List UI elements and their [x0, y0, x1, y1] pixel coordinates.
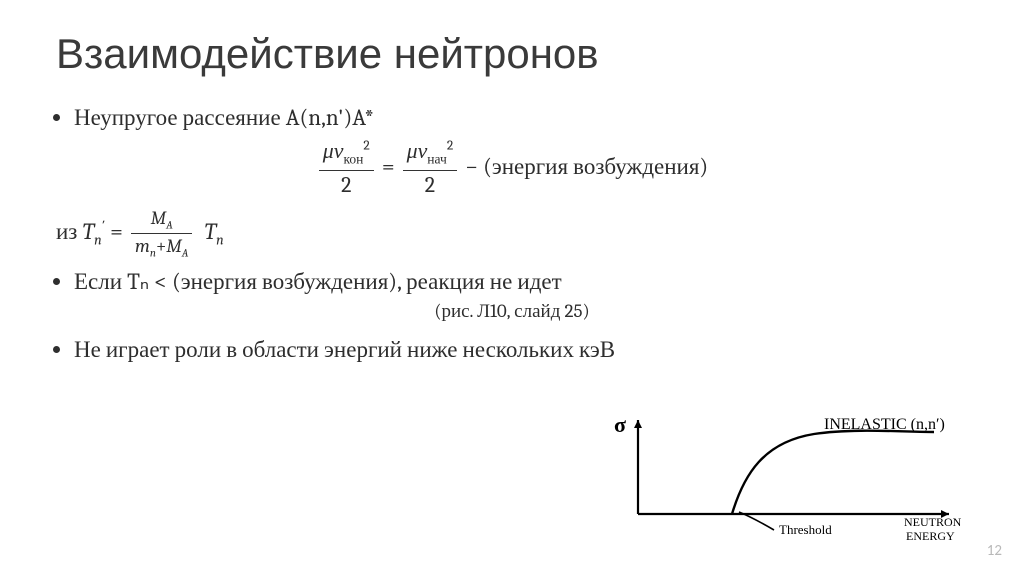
eq1-sup-1: 2	[363, 139, 369, 154]
eq1-mu-1: μ	[323, 139, 334, 164]
bullet-1-text: Неупругое рассеяние A(n,n')A*	[74, 104, 374, 131]
graph-x-label-1: NEUTRON	[904, 515, 962, 529]
eq1-sup-2: 2	[447, 139, 453, 154]
equation-1: μνкон2 2 = μνнач2 2 − (энергия возбужден…	[56, 137, 968, 200]
bullet-3-text: Не играет роли в области энергий ниже не…	[74, 336, 615, 363]
graph-svg: σ INELASTIC (n,n′) Threshold NEUTRON ENE…	[604, 414, 964, 544]
bullet-list-2: Если Tₙ < (энергия возбуждения), реакция…	[56, 266, 968, 297]
eq1-den-1: 2	[319, 171, 374, 200]
bullet-2-text: Если Tₙ < (энергия возбуждения), реакция…	[74, 268, 562, 295]
eq2-T: T	[82, 218, 94, 245]
eq2-den-m: m	[135, 235, 150, 257]
eq1-den-2: 2	[403, 171, 458, 200]
inelastic-graph: σ INELASTIC (n,n′) Threshold NEUTRON ENE…	[604, 414, 964, 548]
eq1-sub-1: кон	[343, 152, 363, 167]
eq2-den-M: M	[166, 235, 182, 257]
eq1-tail: − (энергия возбуждения)	[465, 153, 708, 180]
bullet-3: Не играет роли в области энергий ниже не…	[74, 334, 968, 365]
eq2-prime: ′	[102, 218, 105, 235]
eq2-prefix: из	[56, 218, 82, 245]
eq2-Tn: n	[94, 232, 102, 249]
graph-x-label-2: ENERGY	[906, 529, 955, 543]
eq1-equals: =	[382, 153, 400, 180]
eq2-den-plus: +	[156, 235, 166, 257]
eq1-mu-2: μ	[407, 139, 418, 164]
equation-2: из Tn′ = MA mn+MA Tn	[56, 206, 968, 261]
bullet-list-3: Не играет роли в области энергий ниже не…	[56, 334, 968, 365]
eq1-sub-2: нач	[427, 152, 447, 167]
graph-y-arrowhead	[634, 420, 642, 428]
eq1-v-2: ν	[418, 139, 428, 164]
slide: Взаимодействие нейтронов Неупругое рассе…	[0, 0, 1024, 574]
slide-body: Неупругое рассеяние A(n,n')A* μνкон2 2 =…	[56, 102, 968, 365]
slide-title: Взаимодействие нейтронов	[56, 30, 968, 78]
eq2-equals: =	[110, 218, 128, 245]
graph-y-label: σ	[614, 414, 626, 437]
eq1-rhs-frac: μνнач2 2	[403, 137, 458, 200]
eq2-tail-n: n	[216, 232, 224, 249]
graph-curve-label: INELASTIC (n,n′)	[824, 416, 945, 433]
graph-threshold-label: Threshold	[779, 522, 832, 537]
eq1-v-1: ν	[334, 139, 344, 164]
eq2-den-A: A	[182, 247, 189, 260]
eq1-lhs-frac: μνкон2 2	[319, 137, 374, 200]
bullet-1: Неупругое рассеяние A(n,n')A*	[74, 102, 968, 133]
bullet-2: Если Tₙ < (энергия возбуждения), реакция…	[74, 266, 968, 297]
page-number: 12	[987, 542, 1002, 560]
note-2: (рис. Л10, слайд 25)	[56, 299, 968, 325]
eq2-num-M: M	[151, 207, 167, 229]
eq2-num-A: A	[166, 219, 173, 232]
graph-curve	[732, 431, 934, 514]
eq2-frac: MA mn+MA	[131, 206, 192, 261]
eq2-tail-T: T	[204, 218, 216, 245]
bullet-list: Неупругое рассеяние A(n,n')A*	[56, 102, 968, 133]
